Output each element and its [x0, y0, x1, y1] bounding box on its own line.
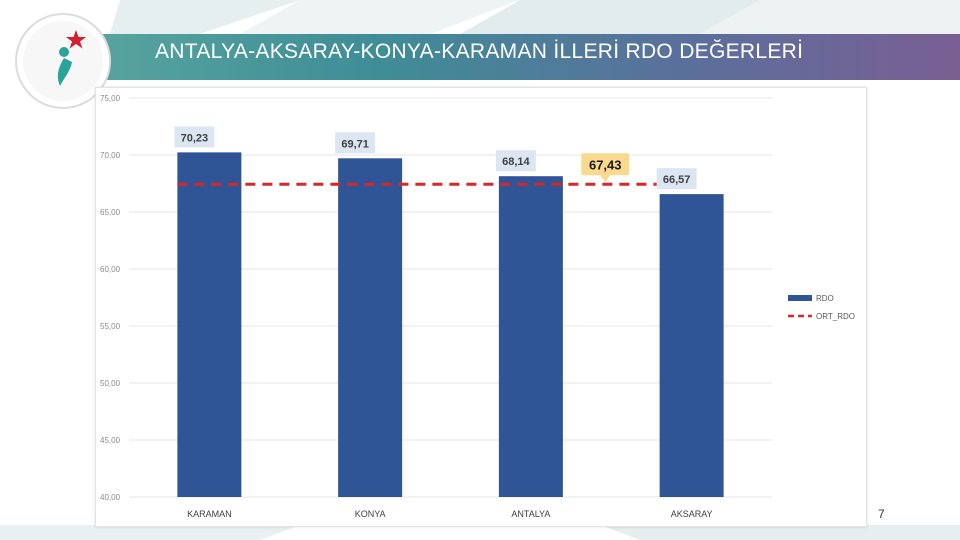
y-tick-label: 65,00 — [100, 208, 121, 217]
value-label: 68,14 — [502, 156, 530, 168]
average-value-label: 67,43 — [589, 157, 622, 172]
category-label: KARAMAN — [187, 509, 232, 519]
y-tick-label: 50,00 — [100, 379, 121, 388]
average-callout-pointer — [600, 175, 611, 183]
value-label: 69,71 — [341, 138, 369, 150]
category-label: ANTALYA — [511, 509, 550, 519]
value-label-bg — [335, 132, 376, 154]
y-tick-label: 40,00 — [100, 493, 121, 502]
category-label: AKSARAY — [671, 509, 713, 519]
average-callout-bg — [581, 153, 630, 176]
value-label: 66,57 — [663, 174, 691, 186]
y-tick-label: 55,00 — [100, 322, 121, 331]
value-label-bg — [656, 168, 697, 190]
slide-title: ANTALYA-AKSARAY-KONYA-KARAMAN İLLERİ RDO… — [155, 40, 804, 63]
category-label: KONYA — [355, 509, 386, 519]
star-icon — [66, 30, 86, 49]
y-tick-label: 75,00 — [100, 94, 121, 103]
ministry-logo — [15, 13, 111, 109]
title-banner — [60, 34, 960, 80]
y-tick-label: 60,00 — [100, 265, 121, 274]
bar-karaman — [177, 152, 242, 497]
y-tick-label: 45,00 — [100, 436, 121, 445]
bar-aksaray — [659, 194, 724, 497]
figure-body-icon — [57, 58, 72, 86]
bar-antalya — [498, 176, 563, 497]
legend-label-ort-rdo: ORT_RDO — [816, 312, 855, 321]
rdo-bar-chart: 40,00 45,00 50,00 55,00 60,00 65,00 70,00 75,00… — [100, 94, 855, 519]
bar-konya — [338, 158, 403, 497]
value-label-bg — [174, 126, 215, 148]
legend-label-rdo: RDO — [816, 294, 834, 303]
page-number: 7 — [878, 507, 885, 521]
figure-head-icon — [59, 47, 69, 57]
value-label-bg — [495, 150, 536, 172]
y-tick-label: 70,00 — [100, 151, 121, 160]
legend-swatch-rdo — [788, 295, 812, 301]
value-label: 70,23 — [181, 132, 209, 144]
chart-panel: 40,00 45,00 50,00 55,00 60,00 65,00 70,00 75,00… — [95, 87, 867, 527]
